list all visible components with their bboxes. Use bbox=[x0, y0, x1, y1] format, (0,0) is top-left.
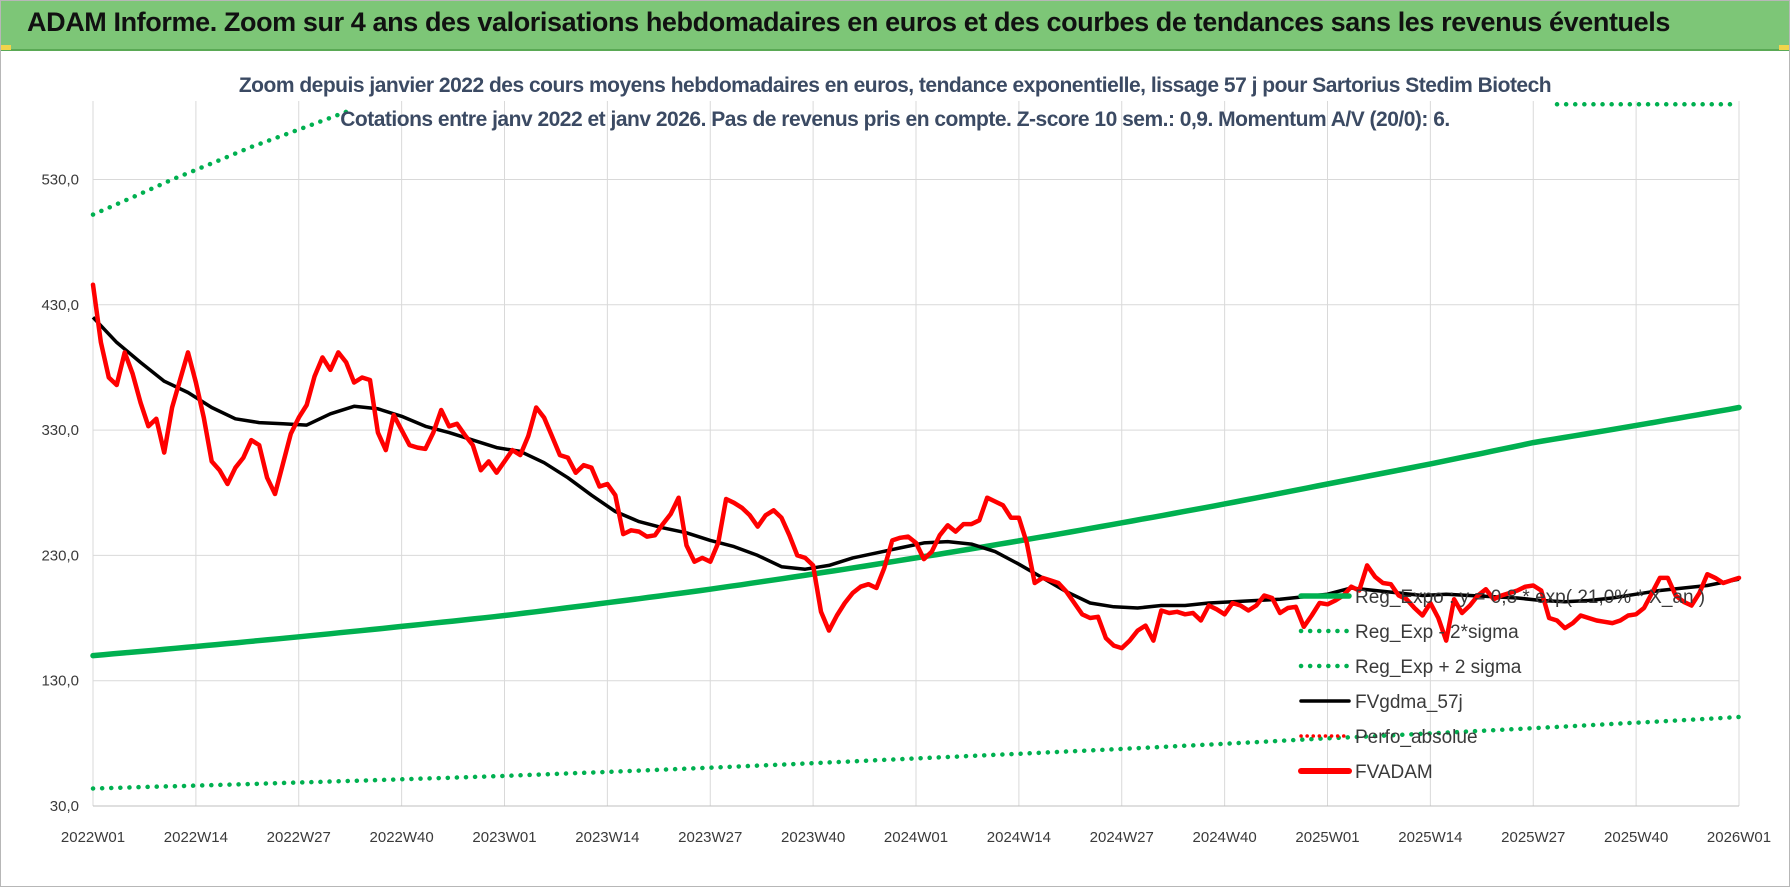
legend-label: Perfo_absolue bbox=[1355, 727, 1478, 748]
series-line-fvgdma-57j bbox=[91, 316, 1740, 610]
legend-label: Reg_Expo : y = 0,8 * exp( 21,0% * X_an ) bbox=[1355, 587, 1705, 608]
chart-title: Zoom depuis janvier 2022 des cours moyen… bbox=[238, 74, 1552, 97]
series-line-fvadam bbox=[90, 282, 1742, 651]
x-tick-label: 2022W01 bbox=[61, 829, 125, 846]
x-tick-label: 2024W01 bbox=[884, 829, 948, 846]
x-tick-label: 2023W40 bbox=[781, 829, 845, 846]
x-tick-label: 2022W14 bbox=[164, 829, 228, 846]
x-tick-label: 2025W27 bbox=[1501, 829, 1565, 846]
x-tick-label: 2025W40 bbox=[1604, 829, 1668, 846]
banner-edge-marker-right bbox=[1779, 45, 1789, 50]
report-title: ADAM Informe. Zoom sur 4 ans des valoris… bbox=[27, 7, 1670, 37]
x-tick-label: 2023W01 bbox=[472, 829, 536, 846]
series-line-reg-exp-2-sigma bbox=[90, 109, 349, 217]
chart-gridlines bbox=[92, 101, 1740, 807]
y-tick-label: 230,0 bbox=[41, 547, 79, 564]
x-tick-label: 2026W01 bbox=[1707, 829, 1771, 846]
chart-subtitle: Cotations entre janv 2022 et janv 2026. … bbox=[340, 108, 1450, 131]
x-tick-label: 2023W27 bbox=[678, 829, 742, 846]
x-tick-label: 2024W27 bbox=[1090, 829, 1154, 846]
x-tick-label: 2025W01 bbox=[1295, 829, 1359, 846]
y-tick-label: 30,0 bbox=[50, 798, 79, 815]
x-tick-label: 2023W14 bbox=[575, 829, 639, 846]
chart-axes: 30,0 130,0 230,0 330,0 430,0 530,0 2022W01 2022… bbox=[41, 171, 1771, 846]
y-tick-label: 130,0 bbox=[41, 673, 79, 690]
banner-edge-marker-left bbox=[1, 45, 11, 50]
x-tick-label: 2022W40 bbox=[370, 829, 434, 846]
y-tick-label: 430,0 bbox=[41, 297, 79, 314]
legend-label: Reg_Exp + 2 sigma bbox=[1355, 657, 1522, 678]
x-tick-label: 2022W27 bbox=[267, 829, 331, 846]
chart-legend: Reg_Expo : y = 0,8 * exp( 21,0% * X_an )… bbox=[1298, 587, 1705, 783]
x-tick-label: 2025W14 bbox=[1398, 829, 1462, 846]
series-line-reg-exp-2-sigma bbox=[90, 714, 1742, 791]
x-tick-label: 2024W40 bbox=[1193, 829, 1257, 846]
chart-series bbox=[90, 102, 1742, 791]
y-tick-label: 530,0 bbox=[41, 171, 79, 188]
legend-label: FVgdma_57j bbox=[1355, 692, 1463, 713]
series-line-reg-expo-y-0-8-exp-21-0-x-an bbox=[90, 404, 1742, 659]
legend-label: Reg_Exp - 2*sigma bbox=[1355, 622, 1519, 643]
y-tick-label: 330,0 bbox=[41, 422, 79, 439]
x-tick-label: 2024W14 bbox=[987, 829, 1051, 846]
report-banner: ADAM Informe. Zoom sur 4 ans des valoris… bbox=[1, 1, 1789, 51]
legend-label: FVADAM bbox=[1355, 762, 1433, 783]
